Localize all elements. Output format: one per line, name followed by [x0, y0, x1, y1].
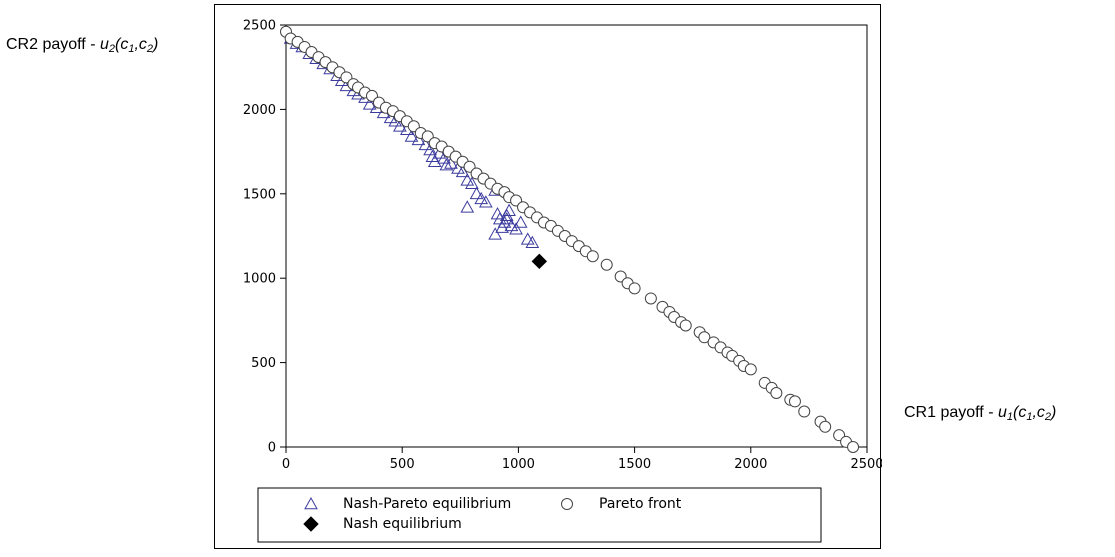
- nash-pareto-point: [525, 235, 540, 249]
- y-tick-label: 2500: [243, 19, 276, 34]
- pareto-front-point: [679, 319, 692, 332]
- plot-area-border: [285, 24, 868, 448]
- nash-pareto-point: [488, 227, 503, 240]
- data-points: [280, 25, 860, 453]
- y-tick-label: 1500: [243, 187, 276, 202]
- legend-box: [257, 487, 822, 543]
- scatter-chart: 0 500 1000 1500 2000 2500 0 500 1000 1500 2000 2500…: [243, 19, 882, 543]
- nash-equilibrium-point: [531, 253, 548, 270]
- x-tick-label: 2000: [734, 457, 767, 472]
- nash-pareto-point: [479, 195, 493, 208]
- pareto-front-point: [744, 363, 757, 376]
- x-tick-label: 1500: [618, 457, 651, 472]
- legend-entry-label: Nash equilibrium: [343, 516, 462, 532]
- y-tick-label: 500: [251, 356, 276, 371]
- nash-pareto-point: [460, 200, 475, 213]
- nash-pareto-point: [439, 158, 454, 171]
- legend-circle-icon: [561, 498, 573, 510]
- pareto-front-point: [586, 250, 599, 263]
- pareto-front-point: [644, 292, 657, 305]
- legend: Nash-Pareto equilibrium Pareto front Nash …: [257, 487, 822, 543]
- legend-entry-label: Nash-Pareto equilibrium: [343, 496, 511, 512]
- nash-pareto-point: [411, 132, 426, 146]
- pareto-front-point: [788, 395, 801, 408]
- x-tick-label: 1000: [502, 457, 535, 472]
- x-tick-label: 2500: [850, 457, 882, 472]
- nash-pareto-point: [432, 146, 447, 159]
- nash-pareto-point: [509, 222, 523, 235]
- legend-triangle-icon: [304, 496, 318, 510]
- y-tick-label: 0: [268, 441, 276, 456]
- pareto-front-point: [819, 420, 832, 433]
- y-tick-label: 2000: [243, 103, 276, 118]
- pareto-front-point: [847, 441, 860, 453]
- y-tick-label: 1000: [243, 272, 276, 287]
- nash-pareto-point: [520, 232, 535, 245]
- pareto-front-point: [770, 386, 783, 399]
- pareto-front-point: [798, 405, 811, 418]
- nash-pareto-point: [499, 212, 514, 225]
- nash-pareto-point: [404, 129, 419, 142]
- x-tick-label: 0: [282, 457, 290, 472]
- nash-pareto-point: [427, 154, 442, 168]
- nash-pareto-point: [444, 156, 458, 169]
- pareto-front-point: [628, 282, 641, 295]
- nash-pareto-point: [418, 137, 433, 151]
- pareto-front-point: [600, 258, 613, 271]
- nash-pareto-point: [513, 215, 528, 228]
- nash-pareto-point: [502, 203, 516, 216]
- nash-pareto-point: [362, 97, 377, 110]
- legend-diamond-icon: [303, 516, 319, 532]
- legend-entry-label: Pareto front: [599, 496, 682, 512]
- x-axis-label: CR1 payoff - u1(c1,c2): [904, 404, 1057, 423]
- x-tick-label: 500: [390, 457, 415, 472]
- axes: 0 500 1000 1500 2000 2500 0 500 1000 1500 2000 2500: [243, 19, 882, 473]
- chart-frame: 0 500 1000 1500 2000 2500 0 500 1000 1500 2000 2500…: [214, 4, 882, 549]
- y-axis-label: CR2 payoff - u2(c1,c2): [6, 36, 159, 55]
- nash-pareto-point: [465, 176, 479, 189]
- pareto-front-point: [698, 331, 711, 344]
- nash-pareto-point: [469, 186, 484, 200]
